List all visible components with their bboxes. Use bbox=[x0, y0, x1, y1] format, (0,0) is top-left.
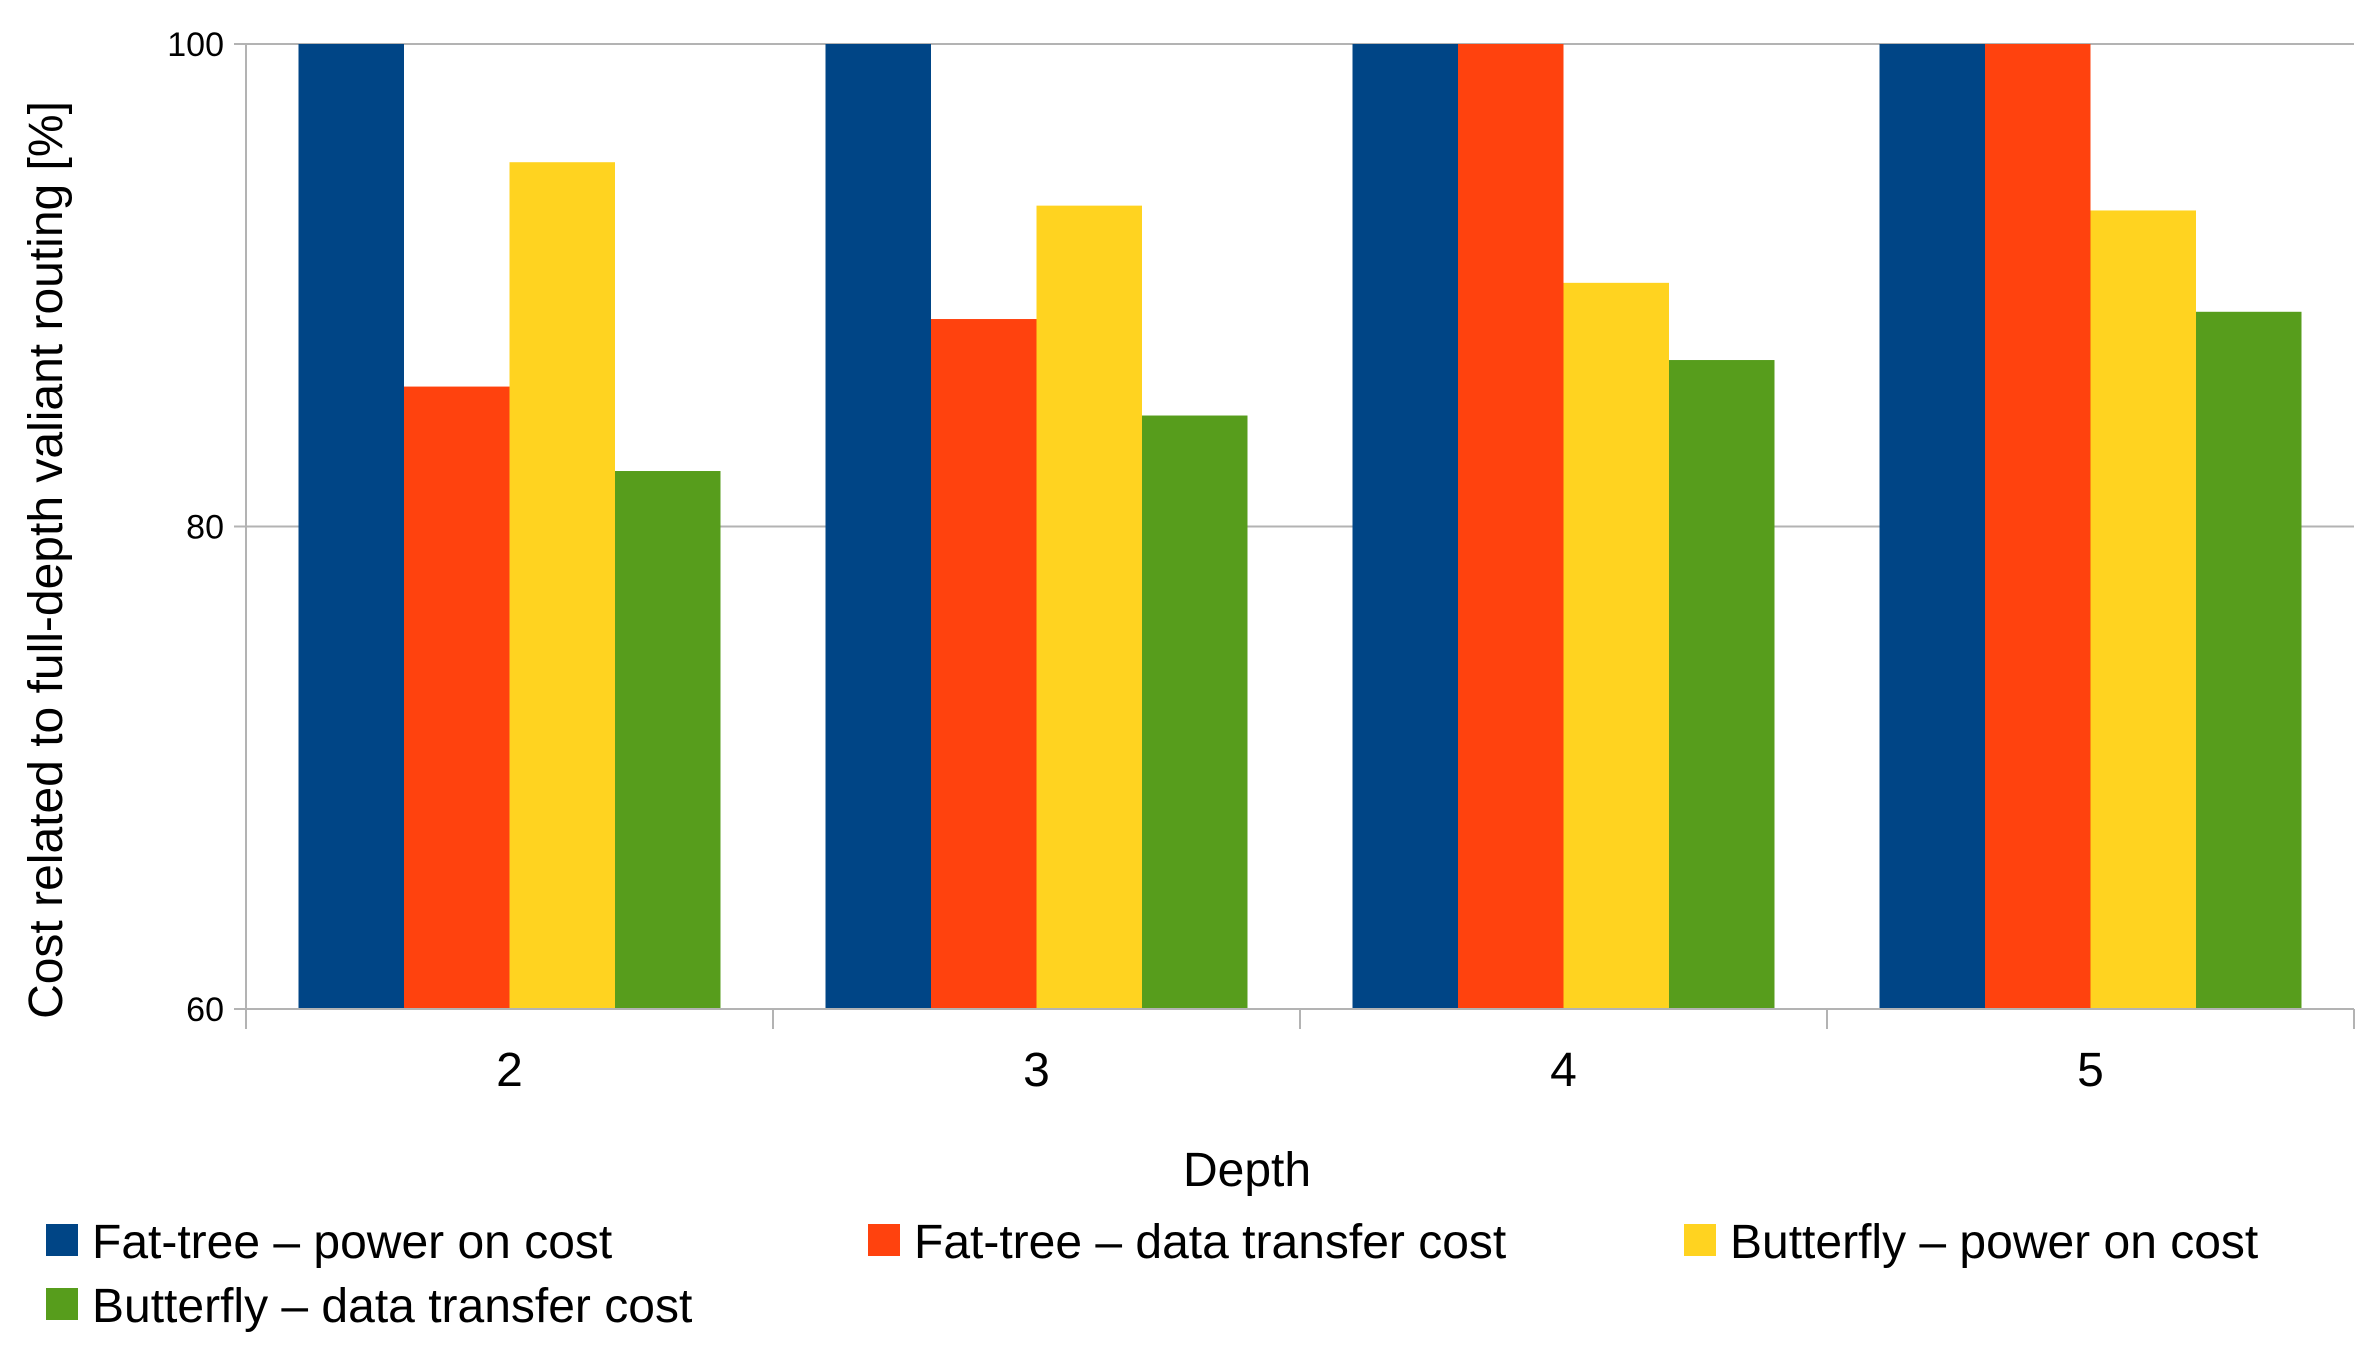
bar bbox=[1458, 44, 1564, 1009]
bar bbox=[1036, 205, 1142, 1009]
series-2 bbox=[404, 44, 2091, 1009]
bar bbox=[615, 471, 721, 1009]
x-tick-label: 5 bbox=[2077, 1044, 2104, 1097]
bar bbox=[2090, 210, 2196, 1009]
bars bbox=[298, 44, 2302, 1010]
legend-label: Fat-tree – data transfer cost bbox=[914, 1216, 1506, 1269]
x-axis-ticks: 2 3 4 5 bbox=[245, 1009, 2355, 1097]
bar bbox=[1879, 44, 1985, 1009]
series-1 bbox=[298, 44, 1985, 1009]
legend-item: Butterfly – data transfer cost bbox=[46, 1280, 692, 1333]
bar bbox=[404, 386, 510, 1009]
x-axis-label: Depth bbox=[1183, 1144, 1311, 1197]
y-axis-label: Cost related to full-depth valiant routi… bbox=[20, 101, 73, 1019]
y-tick-label: 100 bbox=[167, 26, 224, 64]
series-4 bbox=[615, 311, 2302, 1010]
bar bbox=[1669, 360, 1775, 1010]
bar bbox=[2196, 311, 2302, 1010]
legend: Fat-tree – power on cost Fat-tree – data … bbox=[46, 1216, 2258, 1333]
x-tick-label: 3 bbox=[1023, 1044, 1050, 1097]
bar bbox=[298, 44, 404, 1009]
x-tick-label: 4 bbox=[1550, 1044, 1577, 1097]
legend-swatch bbox=[1684, 1224, 1716, 1256]
bar bbox=[1352, 44, 1458, 1009]
y-axis-ticks: 60 80 100 bbox=[167, 26, 246, 1029]
y-tick-label: 80 bbox=[186, 509, 224, 547]
bar bbox=[1142, 415, 1248, 1009]
bar bbox=[1563, 282, 1669, 1009]
series-3 bbox=[509, 162, 2196, 1009]
legend-swatch bbox=[868, 1224, 900, 1256]
legend-item: Fat-tree – data transfer cost bbox=[868, 1216, 1506, 1269]
legend-swatch bbox=[46, 1288, 78, 1320]
legend-label: Fat-tree – power on cost bbox=[92, 1216, 612, 1269]
bar bbox=[825, 44, 931, 1009]
legend-item: Butterfly – power on cost bbox=[1684, 1216, 2258, 1269]
legend-label: Butterfly – data transfer cost bbox=[92, 1280, 692, 1333]
legend-item: Fat-tree – power on cost bbox=[46, 1216, 612, 1269]
bar bbox=[1985, 44, 2091, 1009]
legend-label: Butterfly – power on cost bbox=[1730, 1216, 2258, 1269]
legend-swatch bbox=[46, 1224, 78, 1256]
x-tick-label: 2 bbox=[496, 1044, 523, 1097]
bar bbox=[509, 162, 615, 1009]
bar bbox=[931, 319, 1037, 1009]
y-tick-label: 60 bbox=[186, 991, 224, 1029]
